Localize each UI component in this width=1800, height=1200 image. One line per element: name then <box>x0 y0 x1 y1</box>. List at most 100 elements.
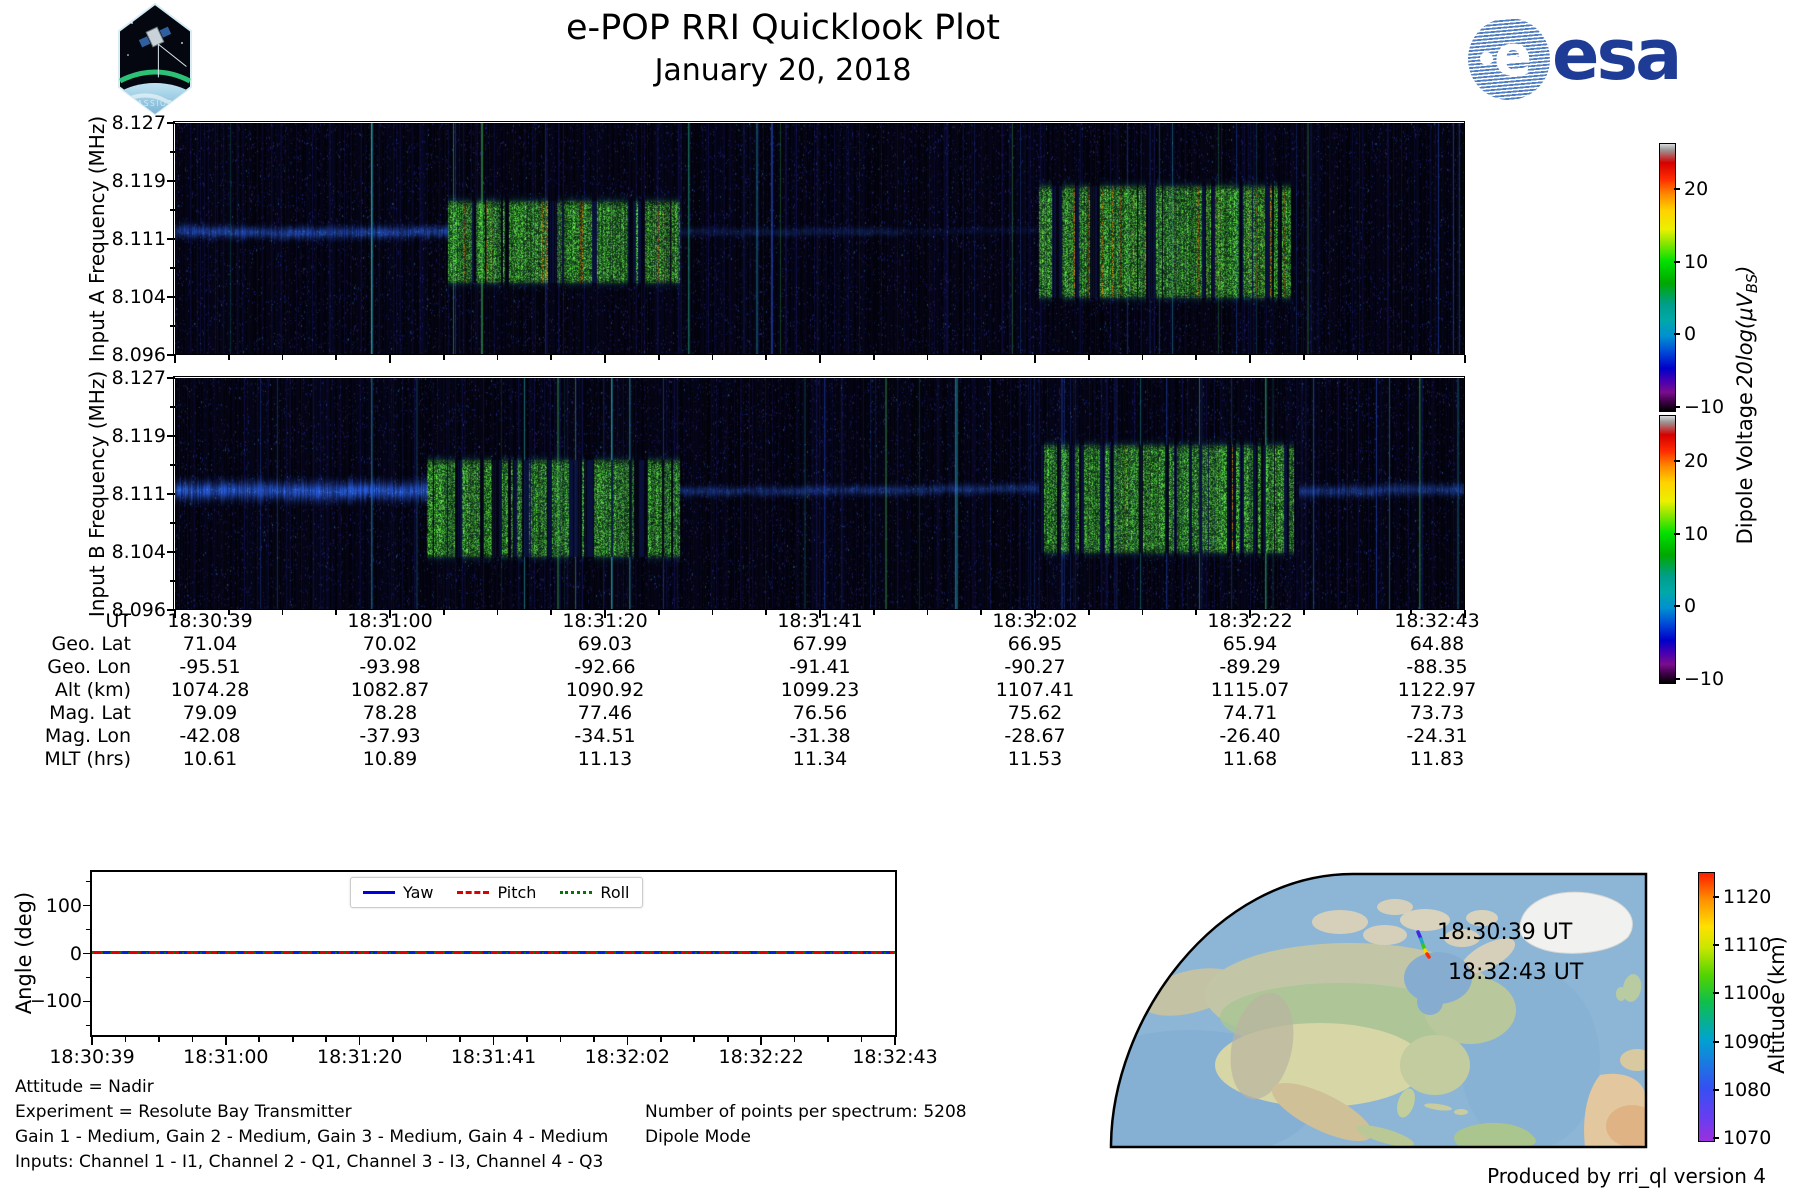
aurora-arc <box>119 69 191 84</box>
freq-tick-label: 8.096 <box>111 599 166 621</box>
angle-time-minor-tick <box>158 1037 160 1042</box>
freq-minor-tick <box>170 406 175 408</box>
altitude-tick-label: 1090 <box>1723 1030 1772 1053</box>
esa-globe-icon: e <box>1468 18 1550 100</box>
angle-time-tick-mark <box>894 1037 896 1045</box>
freq-minor-tick <box>170 267 175 269</box>
freq-tick-mark <box>167 296 175 298</box>
colorbar-tick-mark <box>1674 333 1680 335</box>
angle-time-tick-mark <box>225 1037 227 1045</box>
freq-tick-mark <box>167 435 175 437</box>
angle-minor-tick <box>86 928 91 931</box>
ephemeris-value: 1099.23 <box>780 679 860 701</box>
satellite-track <box>1416 930 1431 959</box>
angle-time-minor-tick <box>325 1037 327 1042</box>
time-minor-tick <box>980 355 983 360</box>
ephemeris-value: -88.35 <box>1406 656 1468 678</box>
freq-minor-tick <box>170 522 175 524</box>
altitude-tick-mark <box>1713 896 1719 898</box>
freq-tick-mark <box>167 354 175 356</box>
time-tick-mark <box>1464 355 1466 363</box>
angle-tick-mark <box>83 1000 91 1003</box>
spectrogram-input-a <box>175 123 1465 355</box>
ephemeris-value: 11.83 <box>1409 748 1465 770</box>
angle-time-minor-tick <box>526 1037 528 1042</box>
ephemeris-value: 1082.87 <box>350 679 430 701</box>
colorbar-tick-label: −10 <box>1684 396 1725 419</box>
ephemeris-row-label: MLT (hrs) <box>44 748 131 770</box>
legend-item-pitch: Pitch <box>457 883 536 902</box>
ephemeris-value: 74.71 <box>1222 702 1278 724</box>
angle-time-minor-tick <box>392 1037 394 1042</box>
ephemeris-value: 1122.97 <box>1397 679 1477 701</box>
ephemeris-value: 69.03 <box>577 633 633 655</box>
colorbar-tick-label: 20 <box>1684 449 1709 472</box>
colorbar-tick-mark <box>1674 605 1680 607</box>
angle-time-tick-label: 18:30:39 <box>49 1046 135 1068</box>
time-minor-tick <box>496 610 499 615</box>
freq-tick-label: 8.127 <box>111 112 166 134</box>
time-minor-tick <box>1410 610 1413 615</box>
angle-time-minor-tick <box>258 1037 261 1042</box>
colorbar-tick-label: 10 <box>1684 251 1709 274</box>
time-minor-tick <box>1195 355 1198 360</box>
angle-time-minor-tick <box>793 1037 796 1042</box>
caribbean-south-america <box>1424 1103 1536 1147</box>
ephemeris-value: -26.40 <box>1219 725 1281 747</box>
angle-time-tick-mark <box>91 1037 93 1045</box>
time-minor-tick <box>1141 355 1144 360</box>
freq-tick-mark <box>167 180 175 182</box>
ephemeris-value: -93.98 <box>359 656 421 678</box>
time-tick-mark <box>819 610 821 618</box>
angle-time-tick-mark <box>760 1037 762 1045</box>
ephemeris-value: 10.89 <box>362 748 418 770</box>
page-title: e-POP RRI Quicklook Plot <box>565 8 1001 48</box>
attitude-legend: Yaw Pitch Roll <box>350 877 643 908</box>
freq-tick-mark <box>167 493 175 495</box>
ephemeris-value: 11.13 <box>577 748 633 770</box>
freq-tick-label: 8.096 <box>111 344 166 366</box>
freq-tick-mark <box>167 551 175 553</box>
altitude-tick-mark <box>1713 1137 1719 1139</box>
time-minor-tick <box>1410 355 1413 360</box>
freq-tick-mark <box>167 609 175 611</box>
time-tick-mark <box>1464 610 1466 618</box>
colorbar-tick-mark <box>1674 188 1680 190</box>
dipole-label-text: Dipole Voltage <box>1732 392 1757 545</box>
ephemeris-value: 11.34 <box>792 748 848 770</box>
angle-time-minor-tick <box>593 1037 595 1042</box>
ephemeris-value: 78.28 <box>362 702 418 724</box>
ephemeris-value: 18:31:20 <box>562 610 648 632</box>
ephemeris-value: -31.38 <box>789 725 851 747</box>
colorbar-tick-mark <box>1674 460 1680 462</box>
time-tick-mark <box>1249 355 1251 363</box>
legend-label: Yaw <box>403 883 434 902</box>
angle-time-minor-tick <box>191 1037 194 1042</box>
time-minor-tick <box>281 610 284 615</box>
ephemeris-value: 79.09 <box>182 702 238 724</box>
ephemeris-value: 10.61 <box>182 748 238 770</box>
legend-label: Pitch <box>497 883 537 902</box>
arctic-islands <box>1312 899 1516 974</box>
ephemeris-row-label: Geo. Lat <box>51 633 131 655</box>
ephemeris-value: 1074.28 <box>170 679 250 701</box>
time-minor-tick <box>442 610 445 615</box>
freq-tick-label: 8.104 <box>111 286 166 308</box>
dipole-label-close: ) <box>1732 265 1757 274</box>
altitude-colorbar-label: Altitude (km) <box>1765 936 1789 1074</box>
ephemeris-value: 64.88 <box>1409 633 1465 655</box>
ephemeris-value: -92.66 <box>574 656 636 678</box>
time-minor-tick <box>657 610 660 615</box>
time-tick-mark <box>1249 610 1251 618</box>
time-tick-mark <box>389 355 391 363</box>
credit-text: Produced by rri_ql version 4 <box>1487 1164 1766 1188</box>
angle-time-minor-tick <box>459 1037 461 1042</box>
freq-minor-tick <box>170 151 175 153</box>
spectrogram-input-b <box>175 378 1465 610</box>
angle-time-tick-label: 18:32:43 <box>852 1046 938 1068</box>
time-minor-tick <box>711 610 714 615</box>
freq-tick-label: 8.104 <box>111 541 166 563</box>
time-tick-mark <box>819 355 821 363</box>
time-minor-tick <box>926 355 929 360</box>
